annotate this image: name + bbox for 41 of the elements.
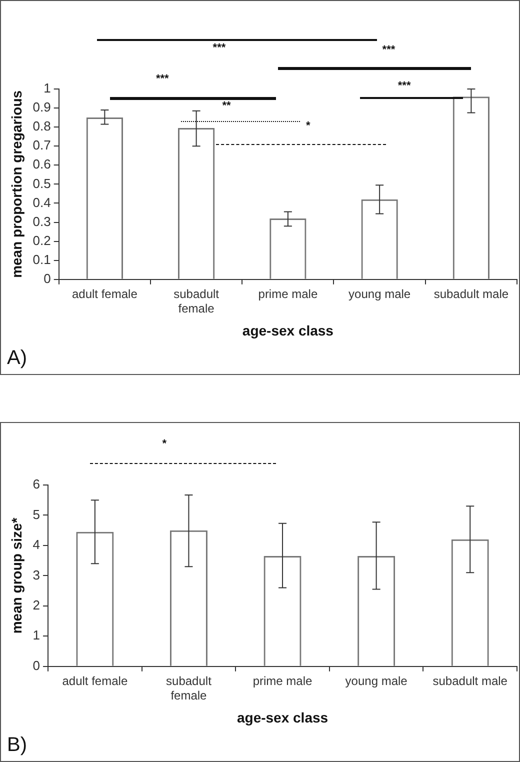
- y-tick-label: 2: [32, 598, 40, 613]
- y-tick-label: 0.3: [32, 214, 51, 229]
- y-tick-label: 0.8: [32, 118, 51, 134]
- x-tick-label: subadult male: [432, 674, 508, 688]
- y-tick-label: 5: [32, 506, 40, 522]
- x-axis-title: age-sex class: [242, 322, 334, 338]
- y-tick-label: 3: [32, 567, 40, 582]
- y-tick-label: 0.9: [32, 100, 51, 115]
- text: *: [162, 438, 168, 450]
- x-tick-label: prime male: [252, 674, 313, 688]
- x-tick-label: adult female: [72, 286, 138, 301]
- x-tick-label: young male: [345, 674, 408, 688]
- text: ***: [382, 44, 396, 56]
- y-tick-label: 0.6: [32, 156, 51, 172]
- x-tick-label: adult female: [62, 674, 128, 688]
- y-tick-label: 1: [32, 628, 40, 643]
- x-tick-label: subadult female: [166, 674, 212, 702]
- text: B): [7, 734, 27, 757]
- y-tick-label: 0.2: [32, 232, 51, 248]
- y-tick-label: 1: [44, 80, 51, 96]
- annotation: **: [222, 100, 232, 112]
- y-tick-label: 0: [32, 658, 40, 673]
- annotation: *: [306, 120, 311, 132]
- x-axis-title: age-sex class: [236, 709, 328, 726]
- y-tick-label: 0.1: [32, 252, 51, 267]
- text: A): [7, 347, 27, 370]
- y-tick-label: 0.4: [32, 194, 51, 210]
- y-tick-label: 0: [44, 270, 51, 286]
- y-tick-label: 6: [32, 476, 40, 492]
- x-tick-label: subadult male: [434, 286, 509, 301]
- text: ***: [212, 42, 226, 54]
- y-tick-label: 0.7: [32, 138, 51, 153]
- annotation: ***: [398, 80, 412, 92]
- y-tick-label: 4: [32, 537, 40, 552]
- y-axis-title: mean group size*: [8, 517, 24, 634]
- text: ***: [156, 73, 170, 86]
- x-tick-label: young male: [348, 286, 411, 301]
- y-tick-label: 0.5: [32, 176, 51, 191]
- x-tick-label: prime male: [258, 286, 318, 301]
- y-axis-title: mean proportion gregarious: [8, 90, 24, 278]
- x-tick-label: subadult female: [174, 286, 220, 316]
